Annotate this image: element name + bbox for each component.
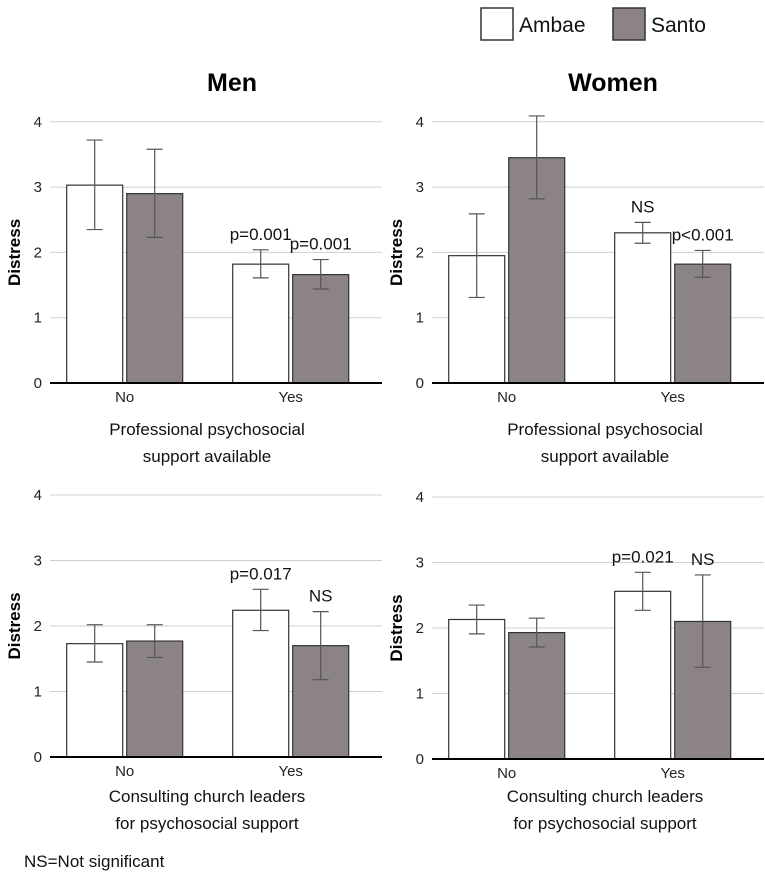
panel3-bar-santo-no	[126, 640, 184, 758]
panel1-annotation-santo-yes: p=0.001	[290, 235, 352, 254]
footnote: NS=Not significant	[24, 852, 165, 871]
panel3-xtick-yes: Yes	[278, 763, 302, 780]
panel1-xtick-yes: Yes	[278, 389, 302, 406]
panel1-annotation-ambae-yes: p=0.001	[230, 225, 292, 244]
panel4-ylabel: Distress	[387, 594, 406, 661]
panel3-ytick-3: 3	[34, 553, 42, 570]
panel2-ytick-4: 4	[416, 114, 424, 131]
panel3-ylabel: Distress	[5, 592, 24, 659]
panel1-ytick-3: 3	[34, 179, 42, 196]
panel2-ytick-2: 2	[416, 244, 424, 261]
legend-label-santo: Santo	[651, 14, 706, 37]
panel1-xlabel-line-2: support available	[143, 447, 272, 466]
panel4-ytick-0: 0	[416, 751, 424, 768]
panel2-annotation-santo-yes: p<0.001	[672, 225, 734, 244]
legend-swatch-ambae	[480, 7, 514, 41]
panel3-bar-ambae-yes	[232, 609, 290, 758]
panel2-xtick-yes: Yes	[660, 389, 684, 406]
panel3-xlabel-line-1: Consulting church leaders	[109, 787, 306, 806]
panel2-column-title: Women	[568, 69, 658, 97]
panel1-xlabel-line-1: Professional psychosocial	[109, 420, 305, 439]
panel2-ylabel: Distress	[387, 219, 406, 286]
panel3-xtick-no: No	[115, 763, 134, 780]
panel2-bar-ambae-yes	[614, 232, 672, 384]
panel2-xlabel-line-2: support available	[541, 447, 670, 466]
panel4-ytick-4: 4	[416, 489, 424, 506]
legend-swatch-santo	[612, 7, 646, 41]
panel4-ytick-2: 2	[416, 620, 424, 637]
panel1-ytick-1: 1	[34, 310, 42, 327]
panel4-bar-ambae-yes	[614, 590, 672, 760]
panel3-ytick-1: 1	[34, 684, 42, 701]
panel4-xlabel-line-1: Consulting church leaders	[507, 787, 704, 806]
panel3-ytick-4: 4	[34, 487, 42, 504]
panel4-bar-santo-no	[508, 631, 566, 760]
panel4-ytick-1: 1	[416, 686, 424, 703]
panel3-ytick-2: 2	[34, 618, 42, 635]
panel4-ytick-3: 3	[416, 555, 424, 572]
panel2-xtick-no: No	[497, 389, 516, 406]
panel2-ytick-1: 1	[416, 310, 424, 327]
panel4-annotation-santo-yes: NS	[691, 550, 715, 569]
panel3-annotation-santo-yes: NS	[309, 587, 333, 606]
panel4-xtick-no: No	[497, 765, 516, 782]
panel1-xtick-no: No	[115, 389, 134, 406]
panel3-xlabel-line-2: for psychosocial support	[115, 814, 299, 833]
panel1-ytick-0: 0	[34, 375, 42, 392]
panel2-ytick-0: 0	[416, 375, 424, 392]
panel4-xtick-yes: Yes	[660, 765, 684, 782]
panel1-bar-santo-yes	[292, 274, 350, 384]
panel1-ytick-4: 4	[34, 114, 42, 131]
panel2-xlabel-line-1: Professional psychosocial	[507, 420, 703, 439]
panel4-annotation-ambae-yes: p=0.021	[612, 547, 674, 566]
panel3-annotation-ambae-yes: p=0.017	[230, 564, 292, 583]
panel2-annotation-ambae-yes: NS	[631, 197, 655, 216]
panel1-ylabel: Distress	[5, 219, 24, 286]
panel4-xlabel-line-2: for psychosocial support	[513, 814, 697, 833]
panel1-bar-ambae-yes	[232, 263, 290, 384]
panel4-bar-ambae-no	[448, 618, 506, 760]
panel3-ytick-0: 0	[34, 749, 42, 766]
panel1-ytick-2: 2	[34, 244, 42, 261]
legend-label-ambae: Ambae	[519, 14, 586, 37]
panel2-bar-santo-yes	[674, 263, 732, 384]
panel1-column-title: Men	[207, 69, 257, 97]
panel2-ytick-3: 3	[416, 179, 424, 196]
